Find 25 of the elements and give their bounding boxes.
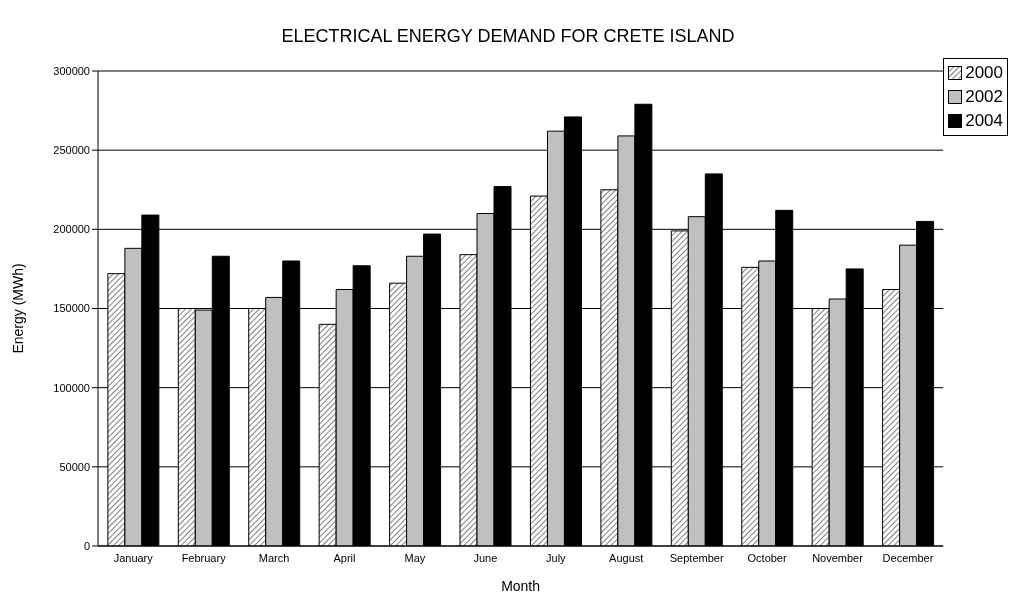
x-tick-label: October — [747, 551, 787, 564]
x-tick-label: May — [404, 551, 426, 564]
y-tick-label: 200000 — [53, 223, 90, 236]
y-tick-label: 50000 — [59, 460, 90, 473]
x-tick-label: June — [473, 551, 498, 564]
chart-title: ELECTRICAL ENERGY DEMAND FOR CRETE ISLAND — [280, 25, 736, 48]
legend-label: 2004 — [965, 110, 1003, 132]
y-tick-label: 150000 — [53, 302, 90, 315]
legend-label: 2002 — [965, 86, 1003, 108]
x-tick-label: September — [669, 551, 724, 564]
y-tick-label: 250000 — [53, 144, 90, 157]
x-tick-label: March — [258, 551, 290, 564]
x-tick-label: February — [181, 551, 227, 564]
x-tick-label: January — [113, 551, 154, 564]
x-tick-label: July — [546, 551, 567, 564]
x-tick-label: December — [882, 551, 934, 564]
y-tick-label: 0 — [83, 539, 90, 552]
x-axis-title: Month — [501, 578, 541, 594]
y-axis-title: Energy (MWh) — [9, 263, 26, 354]
legend-label: 2000 — [965, 62, 1003, 84]
y-tick-label: 300000 — [53, 64, 90, 77]
x-tick-label: November — [812, 551, 864, 564]
x-tick-label: August — [609, 551, 644, 564]
x-tick-label: April — [333, 551, 356, 564]
y-tick-label: 100000 — [53, 381, 90, 394]
